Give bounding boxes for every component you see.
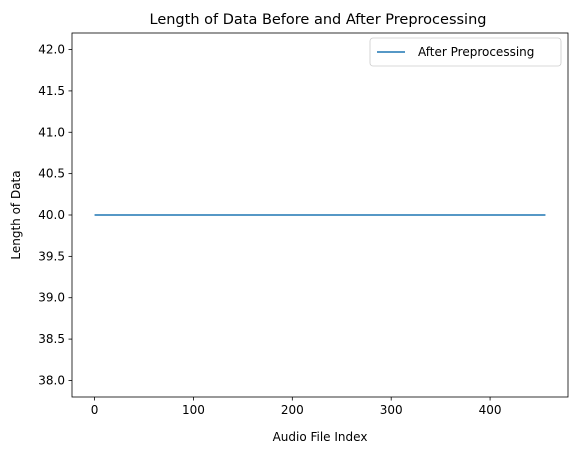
legend: After Preprocessing bbox=[369, 37, 562, 67]
y-tick-label: 40.5 bbox=[38, 167, 65, 181]
x-axis-title: Audio File Index bbox=[273, 430, 368, 444]
x-tick-label: 0 bbox=[91, 403, 99, 417]
y-tick-label: 39.0 bbox=[38, 291, 65, 305]
x-axis-ticks: 0 100 200 300 400 bbox=[91, 397, 502, 417]
y-tick-label: 41.5 bbox=[38, 84, 65, 98]
y-tick-label: 39.5 bbox=[38, 249, 65, 263]
x-tick-label: 300 bbox=[380, 403, 403, 417]
legend-label-after-preprocessing: After Preprocessing bbox=[418, 45, 534, 59]
x-tick-label: 400 bbox=[479, 403, 502, 417]
x-tick-label: 200 bbox=[281, 403, 304, 417]
y-tick-label: 38.0 bbox=[38, 373, 65, 387]
y-tick-label: 41.0 bbox=[38, 125, 65, 139]
y-tick-label: 40.0 bbox=[38, 208, 65, 222]
y-axis-title: Length of Data bbox=[9, 170, 23, 259]
chart-title: Length of Data Before and After Preproce… bbox=[150, 12, 487, 28]
legend-box bbox=[369, 37, 562, 67]
y-tick-label: 42.0 bbox=[38, 43, 65, 57]
y-tick-label: 38.5 bbox=[38, 332, 65, 346]
plot-frame bbox=[71, 32, 569, 398]
x-tick-label: 100 bbox=[182, 403, 205, 417]
y-axis-ticks: 38.0 38.5 39.0 39.5 40.0 40.5 41.0 41.5 42.0 bbox=[38, 43, 72, 387]
